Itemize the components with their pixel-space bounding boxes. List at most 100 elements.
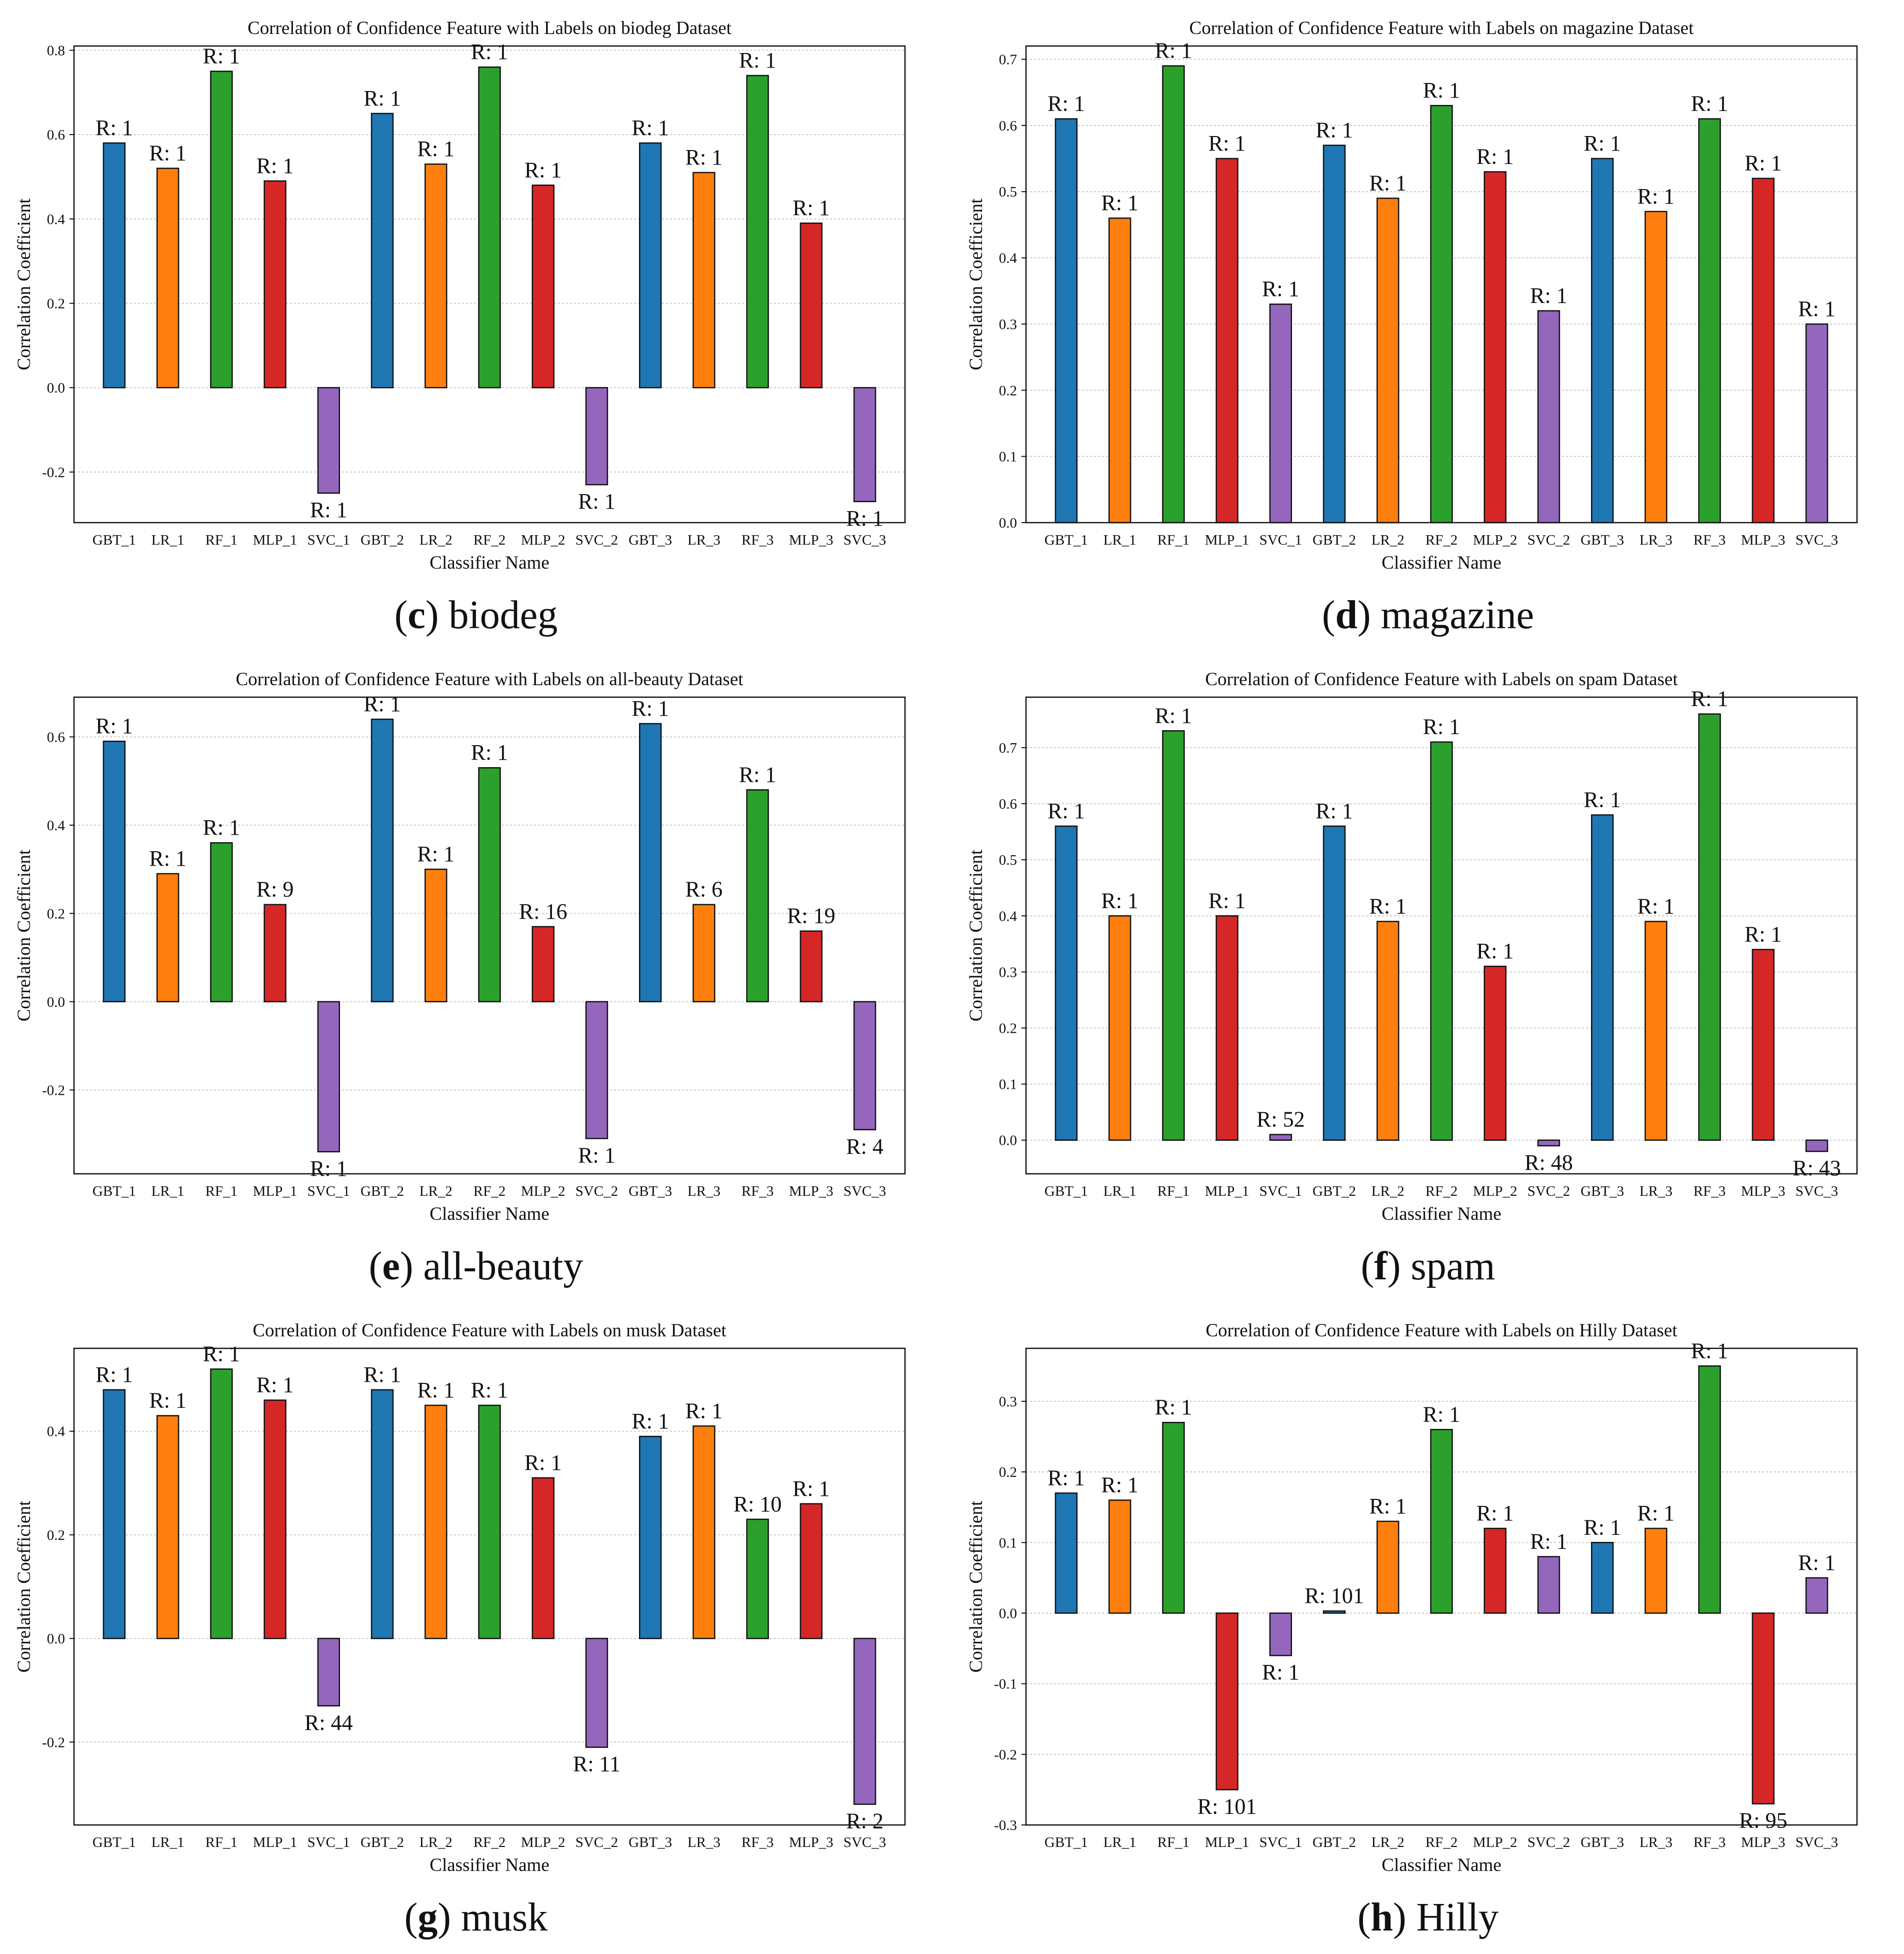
- x-tick-label: LR_1: [152, 532, 184, 548]
- bar: [800, 222, 823, 389]
- y-axis-label: Correlation Coefficient: [966, 1500, 986, 1672]
- x-tick-label: MLP_2: [1473, 1183, 1518, 1199]
- chart-panel-biodeg: Correlation of Confidence Feature with L…: [0, 0, 952, 651]
- data-label: R: 9: [256, 877, 294, 902]
- plot-frame: [1025, 696, 1858, 1175]
- y-axis-label: Correlation Coefficient: [966, 198, 986, 370]
- x-tick-label: RF_3: [742, 532, 774, 548]
- chart-title: Correlation of Confidence Feature with L…: [248, 18, 732, 39]
- bar: [1698, 713, 1721, 1141]
- x-tick-label: GBT_2: [360, 532, 404, 548]
- bar: [1752, 178, 1775, 524]
- data-label: R: 19: [787, 904, 836, 928]
- bar: [1322, 145, 1346, 524]
- data-label: R: 1: [203, 815, 240, 840]
- y-tick-label: -0.2: [994, 1747, 1017, 1763]
- x-tick-label: MLP_3: [1741, 532, 1786, 548]
- data-label: R: 1: [364, 86, 401, 111]
- data-label: R: 1: [1476, 144, 1514, 169]
- y-tick-label: 0.3: [999, 1394, 1017, 1410]
- data-label: R: 1: [256, 1373, 294, 1397]
- chart-title: Correlation of Confidence Feature with L…: [236, 669, 744, 690]
- x-tick-label: MLP_1: [253, 1834, 298, 1850]
- bar: [1752, 1612, 1775, 1804]
- data-label: R: 16: [519, 899, 568, 924]
- x-tick-label: RF_2: [474, 1183, 506, 1199]
- x-tick-label: SVC_2: [1528, 1834, 1570, 1850]
- bar: [1322, 825, 1346, 1141]
- chart-title: Correlation of Confidence Feature with L…: [252, 1320, 726, 1341]
- x-tick-label: RF_1: [206, 1183, 238, 1199]
- x-tick-label: SVC_3: [1796, 1183, 1838, 1199]
- x-tick-label: GBT_1: [92, 1834, 136, 1850]
- y-tick-label: 0.0: [47, 380, 65, 396]
- y-tick-label: 0.0: [999, 1605, 1017, 1621]
- x-tick-label: SVC_1: [308, 1183, 350, 1199]
- bar: [424, 1404, 448, 1639]
- bar: [853, 1001, 876, 1131]
- bar: [478, 66, 501, 389]
- x-tick-label: MLP_3: [1741, 1834, 1786, 1850]
- bar: [264, 904, 286, 1003]
- bar: [156, 1415, 180, 1639]
- plot-frame: [1025, 45, 1858, 524]
- y-axis-label: Correlation Coefficient: [14, 1500, 34, 1672]
- x-tick-label: SVC_1: [308, 1834, 350, 1850]
- data-label: R: 1: [1101, 191, 1138, 215]
- data-label: R: 1: [417, 842, 454, 866]
- caption-text: all-beauty: [423, 1244, 584, 1288]
- data-label: R: 101: [1304, 1583, 1364, 1608]
- data-label: R: 1: [792, 1476, 830, 1501]
- y-tick-label: 0.4: [47, 212, 66, 228]
- data-label: R: 1: [1691, 687, 1728, 711]
- bar: [1108, 217, 1132, 524]
- y-tick-label: -0.2: [42, 1734, 65, 1750]
- x-tick-label: GBT_3: [628, 532, 672, 548]
- y-axis-label: Correlation Coefficient: [14, 849, 34, 1021]
- data-label: R: 1: [1530, 1529, 1568, 1553]
- bar: [1269, 303, 1292, 524]
- x-tick-label: LR_3: [1640, 1834, 1672, 1850]
- x-tick-label: LR_3: [688, 532, 720, 548]
- x-axis-label: Classifier Name: [1382, 1855, 1501, 1875]
- y-tick-label: 0.2: [47, 296, 65, 312]
- y-tick-label: 0.5: [999, 852, 1017, 868]
- x-axis-label: Classifier Name: [430, 1204, 549, 1224]
- x-tick-label: LR_1: [1104, 1834, 1136, 1850]
- bar: [1108, 915, 1132, 1141]
- data-label: R: 1: [632, 696, 669, 721]
- x-tick-label: GBT_2: [1312, 1834, 1356, 1850]
- y-tick-label: -0.2: [42, 1082, 65, 1098]
- x-tick-label: LR_3: [1640, 532, 1672, 548]
- y-tick-label: 0.1: [999, 1077, 1017, 1093]
- x-tick-label: GBT_1: [1044, 1183, 1088, 1199]
- data-label: R: 1: [1208, 888, 1246, 913]
- data-label: R: 1: [1048, 1465, 1085, 1490]
- x-tick-label: SVC_2: [576, 1183, 618, 1199]
- y-tick-label: 0.3: [999, 317, 1017, 333]
- x-tick-label: RF_1: [1158, 1834, 1190, 1850]
- data-label: R: 1: [149, 846, 186, 871]
- x-tick-label: SVC_1: [1260, 1183, 1302, 1199]
- bar: [746, 75, 769, 389]
- data-label: R: 1: [1369, 1494, 1406, 1518]
- x-axis-label: Classifier Name: [1382, 553, 1501, 573]
- bar: [478, 1404, 501, 1639]
- data-label: R: 1: [1638, 184, 1675, 209]
- bar: [1698, 118, 1721, 524]
- data-label: R: 1: [1423, 715, 1460, 739]
- data-label: R: 1: [256, 154, 294, 178]
- data-label: R: 1: [471, 740, 508, 765]
- data-label: R: 1: [1584, 1515, 1621, 1539]
- x-tick-label: LR_2: [420, 1834, 452, 1850]
- y-tick-label: 0.4: [47, 1424, 66, 1440]
- x-tick-label: LR_1: [152, 1834, 184, 1850]
- data-label: R: 1: [1155, 703, 1192, 728]
- bar: [1054, 118, 1078, 524]
- data-label: R: 1: [1584, 131, 1621, 156]
- data-label: R: 1: [1048, 799, 1085, 823]
- y-tick-label: 0.8: [47, 43, 65, 59]
- data-label: R: 1: [364, 1362, 401, 1387]
- bar: [1590, 158, 1614, 524]
- x-tick-label: SVC_3: [844, 1834, 886, 1850]
